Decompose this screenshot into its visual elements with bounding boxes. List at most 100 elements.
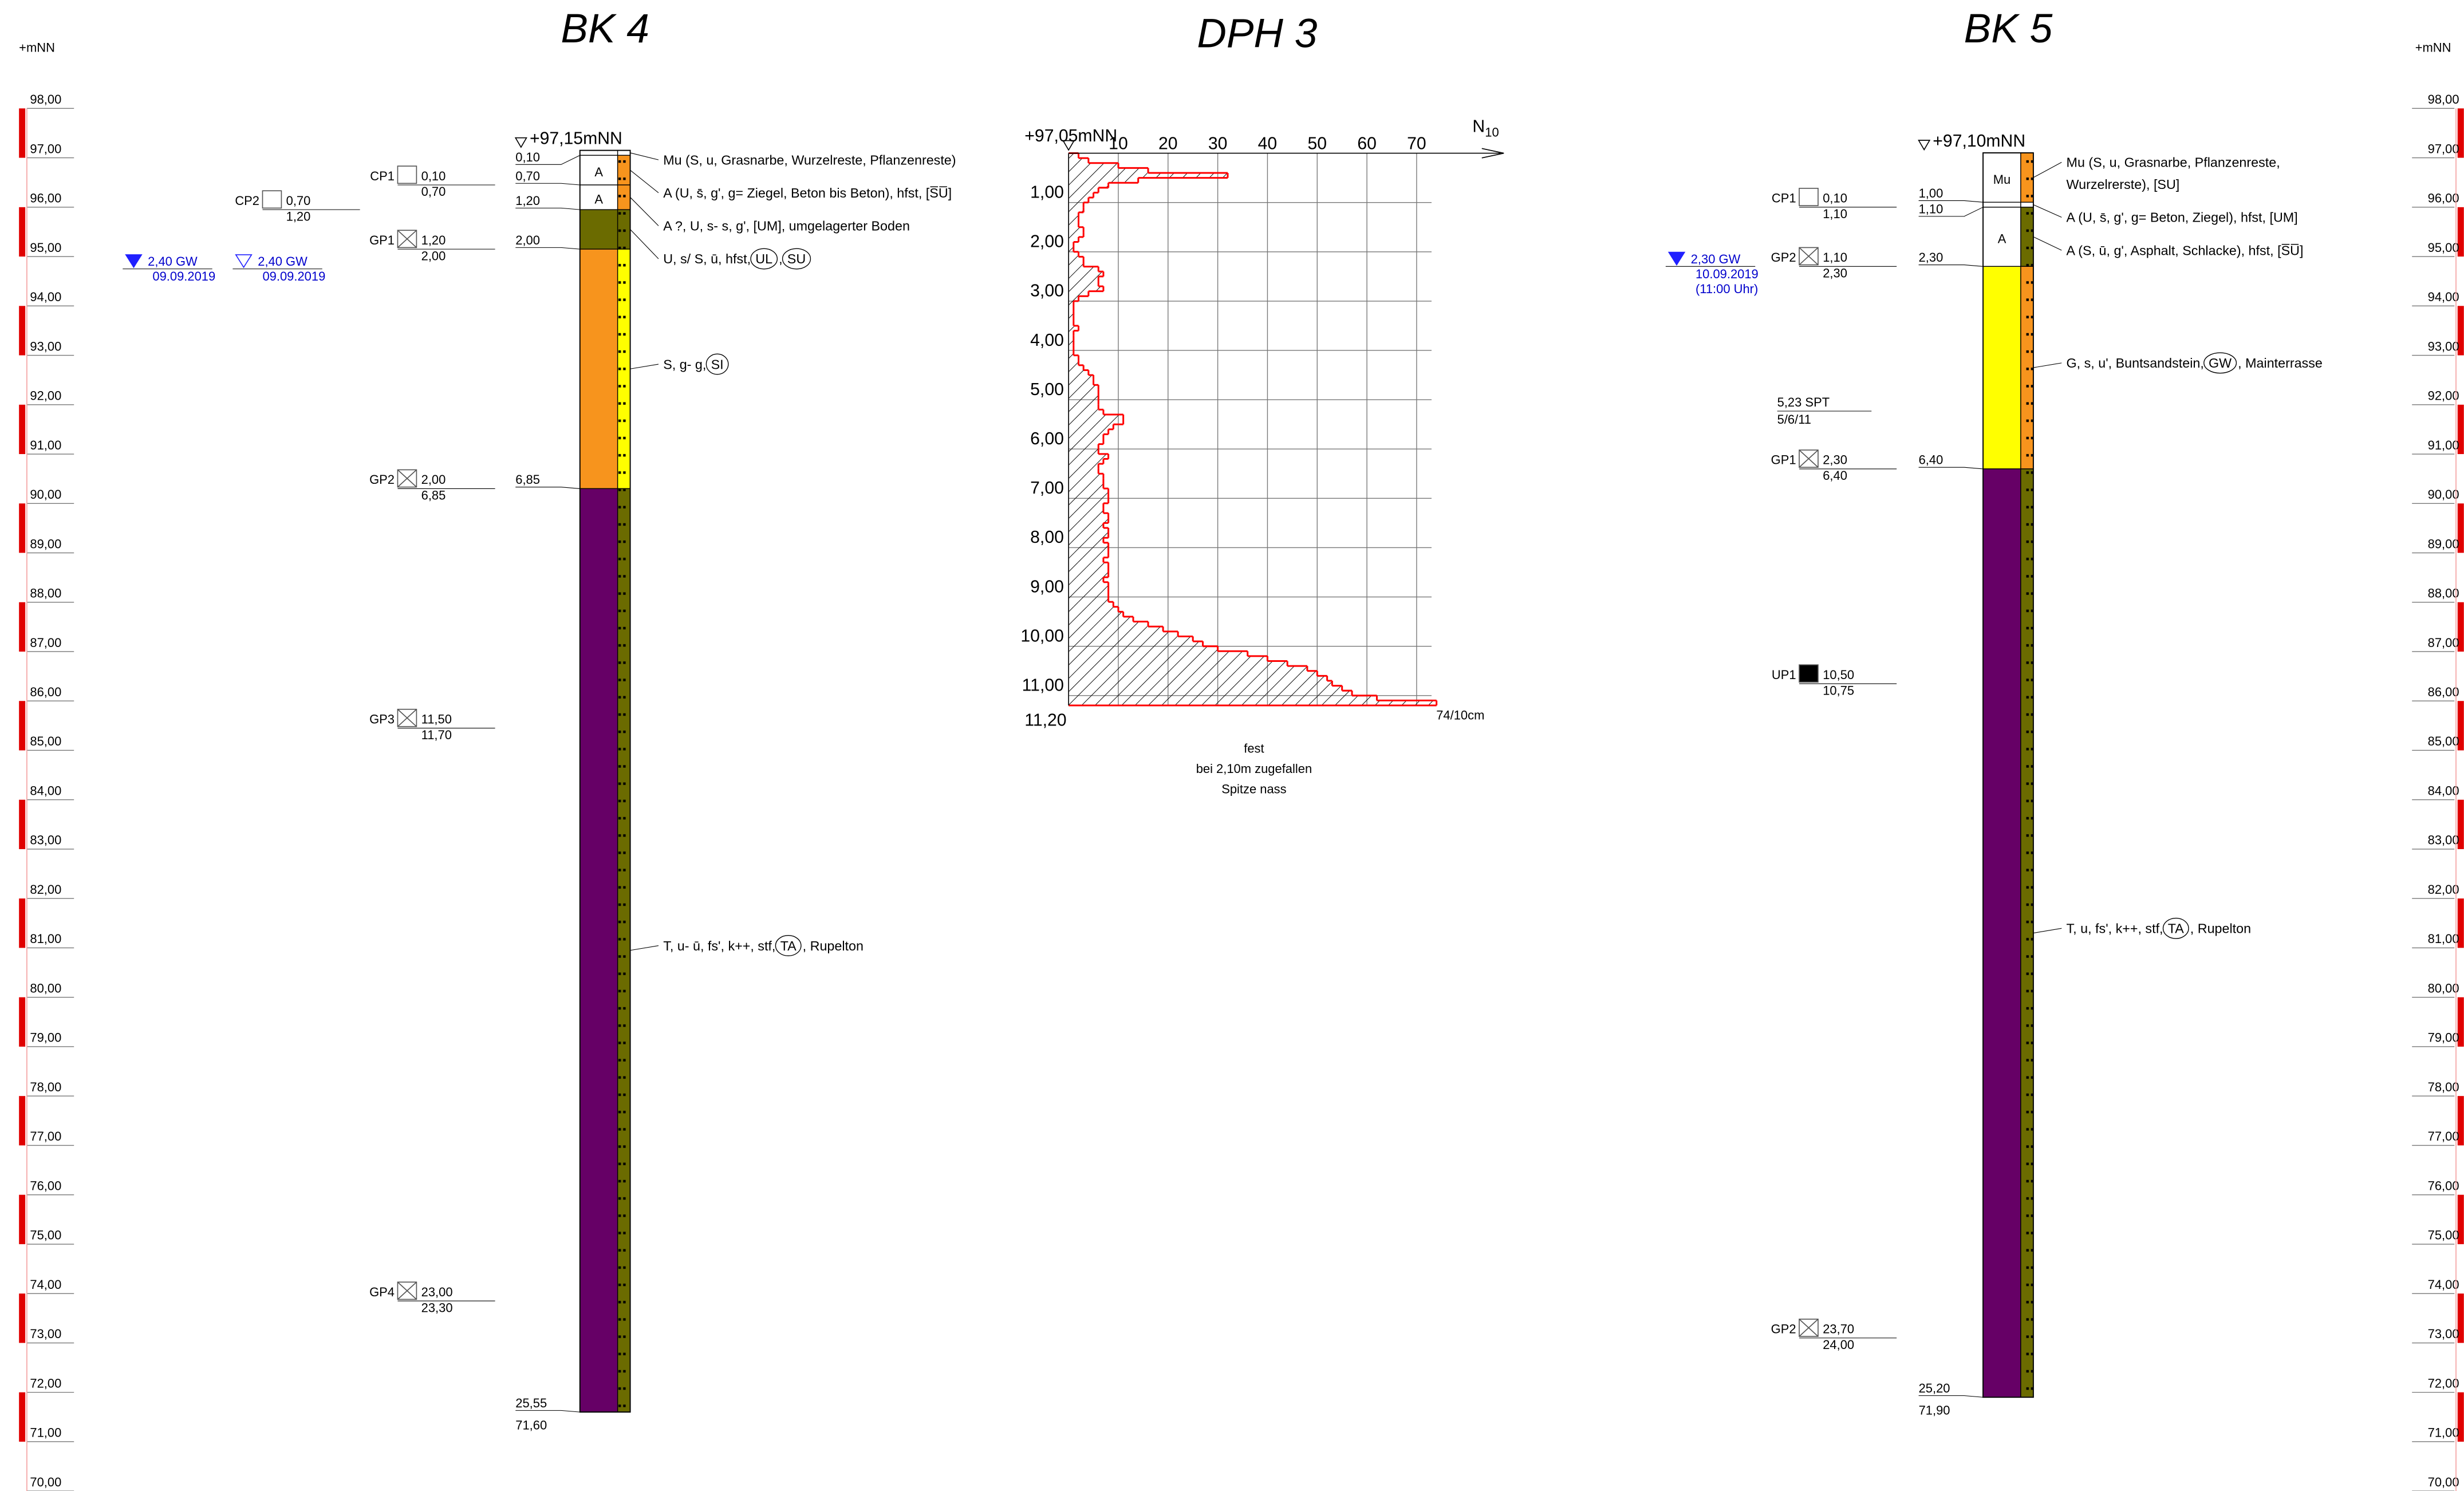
sample-from: 2,30 xyxy=(1823,453,1847,467)
elevation-label: 92,00 xyxy=(30,389,61,403)
penetration-bar xyxy=(1069,636,1193,642)
depth-label: 0,10 xyxy=(515,150,540,164)
test-blows: 5/6/11 xyxy=(1777,412,1811,427)
penetration-bar xyxy=(1069,424,1114,429)
scale-bar xyxy=(19,1096,26,1146)
elevation-label: 88,00 xyxy=(2428,586,2459,601)
strip-pattern xyxy=(617,155,630,186)
scale-bar xyxy=(2457,997,2464,1047)
x-axis-label-sub: 10 xyxy=(1485,125,1499,140)
sample-to: 0,70 xyxy=(421,184,446,199)
scale-bar xyxy=(19,602,26,652)
penetration-bar xyxy=(1069,478,1103,484)
sample-from: 1,10 xyxy=(1823,250,1847,265)
penetration-bar xyxy=(1069,685,1342,691)
sample-from: 23,00 xyxy=(421,1285,453,1299)
penetration-bar xyxy=(1069,508,1103,514)
depth-line xyxy=(1918,1395,1984,1398)
elevation-label: 95,00 xyxy=(2428,240,2459,255)
penetration-bar xyxy=(1069,577,1103,582)
elevation-label: 73,00 xyxy=(2428,1327,2459,1341)
sample-to: 23,30 xyxy=(421,1300,453,1315)
penetration-bar xyxy=(1069,606,1118,612)
sample-to: 1,20 xyxy=(286,209,311,223)
description: T, u- ū, fs', k++, stf, xyxy=(663,938,775,953)
elevation-label: 72,00 xyxy=(2428,1376,2459,1390)
sample-name: GP1 xyxy=(369,233,395,247)
soil-group: SI xyxy=(711,357,724,372)
penetration-bar xyxy=(1069,617,1134,622)
penetration-bar xyxy=(1069,404,1099,410)
strip-pattern xyxy=(2020,266,2033,469)
sample-to: 6,40 xyxy=(1823,468,1847,483)
penetration-bar xyxy=(1069,207,1084,212)
strip-pattern xyxy=(617,210,630,250)
sample-name: GP4 xyxy=(369,1285,395,1299)
penetration-bar xyxy=(1069,680,1332,686)
scale-bar xyxy=(2457,207,2464,257)
scale-bar xyxy=(19,799,26,849)
sample-name: CP1 xyxy=(1772,191,1796,206)
elevation-label: 81,00 xyxy=(2428,932,2459,946)
soil-group: TA xyxy=(780,938,797,953)
depth-line xyxy=(1918,200,1984,203)
sample-name: GP2 xyxy=(369,472,395,487)
scale-bar xyxy=(19,207,26,257)
soil-group: UL xyxy=(755,251,772,266)
penetration-bar xyxy=(1069,532,1109,538)
layer xyxy=(1982,266,2021,470)
elevation-label: 85,00 xyxy=(2428,734,2459,748)
elevation-label: 76,00 xyxy=(2428,1178,2459,1193)
x-tick-label: 10 xyxy=(1109,135,1128,153)
depth-line xyxy=(515,155,581,165)
penetration-bar xyxy=(1069,419,1123,425)
scale-bar xyxy=(2457,404,2464,455)
penetration-bar xyxy=(1069,370,1089,376)
elevation-label: 93,00 xyxy=(2428,339,2459,353)
y-tick-label: 3,00 xyxy=(1030,282,1064,301)
ground-elevation: +97,15mNN xyxy=(530,129,622,148)
penetration-bar xyxy=(1069,503,1103,508)
penetration-bar xyxy=(1069,483,1103,489)
groundwater-text: 10.09.2019 xyxy=(1696,267,1759,281)
description: , Rupelton xyxy=(2190,921,2251,936)
column-outline xyxy=(579,149,631,1413)
penetration-bar xyxy=(1069,158,1089,163)
x-tick-label: 70 xyxy=(1407,135,1426,153)
penetration-bar xyxy=(1069,271,1103,277)
groundwater-text: 2,30 GW xyxy=(1691,252,1741,266)
scale-bar xyxy=(2457,1194,2464,1244)
penetration-bar xyxy=(1069,172,1228,178)
description: A (U, s̄, g', g= Ziegel, Beton bis Beton… xyxy=(663,186,952,200)
depth-label: 25,20 xyxy=(1919,1381,1950,1395)
penetration-bar xyxy=(1069,557,1103,563)
penetration-bar xyxy=(1069,700,1437,706)
penetration-bar xyxy=(1069,315,1074,321)
elevation-label: 80,00 xyxy=(2428,981,2459,995)
scale-bar xyxy=(19,503,26,553)
depth-label: 2,00 xyxy=(515,233,540,247)
elevation-label: 91,00 xyxy=(30,438,61,452)
penetration-bar xyxy=(1069,676,1327,681)
penetration-bar xyxy=(1069,488,1109,494)
sample-from: 23,70 xyxy=(1823,1322,1854,1336)
elevation-label: 72,00 xyxy=(30,1376,61,1390)
y-tick-label: 10,00 xyxy=(1020,626,1064,645)
scale-bar xyxy=(2457,898,2464,948)
penetration-bar xyxy=(1069,261,1084,267)
penetration-bar xyxy=(1069,498,1109,503)
elevation-label: 77,00 xyxy=(30,1129,61,1143)
sample-from: 2,00 xyxy=(421,472,446,487)
penetration-bar xyxy=(1069,183,1109,188)
depth-label: 0,70 xyxy=(515,169,540,183)
scale-bar xyxy=(19,1392,26,1442)
penetration-bar xyxy=(1069,321,1074,326)
penetration-bar xyxy=(1069,553,1109,558)
penetration-bar xyxy=(1069,345,1074,350)
soil-group: TA xyxy=(2168,921,2185,936)
sample-name: CP1 xyxy=(370,169,395,183)
description: Wurzelrerste), [SU] xyxy=(2067,177,2180,192)
sample-from: 0,10 xyxy=(421,169,446,183)
penetration-bar xyxy=(1069,301,1074,306)
note: fest xyxy=(1244,741,1264,755)
